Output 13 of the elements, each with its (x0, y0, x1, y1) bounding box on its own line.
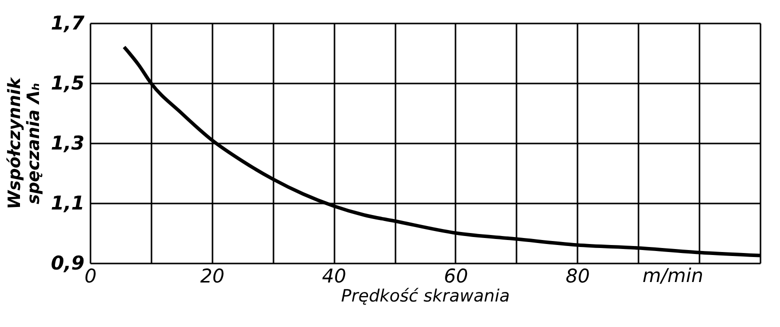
y-tick-label: 1,5 (50, 72, 84, 94)
y-tick-label: 1,7 (50, 12, 86, 34)
x-axis-title: Prędkość skrawania (341, 286, 510, 306)
text: m/min (642, 265, 704, 287)
y-tick-label: 1,1 (50, 192, 84, 214)
x-tick-label: 60 (444, 266, 468, 288)
x-tick-label: 40 (322, 266, 346, 288)
x-tick-label: 20 (200, 266, 224, 288)
y-tick-label: 0,9 (50, 252, 84, 274)
x-tick-label: 80 (566, 266, 590, 288)
y-tick-label: 1,3 (50, 132, 84, 154)
y-axis-title: Współczynnik spęczania Λₕ (4, 76, 44, 210)
x-tick-label: 0 (84, 266, 97, 288)
